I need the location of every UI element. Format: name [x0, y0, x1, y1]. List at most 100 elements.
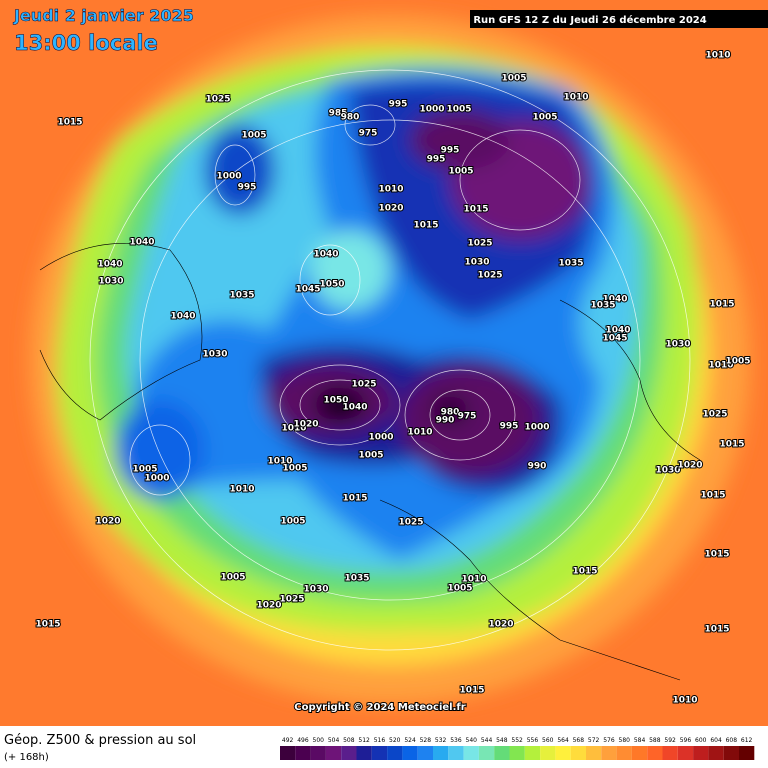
isobar-label: 1005	[282, 464, 307, 474]
scale-swatch	[693, 746, 709, 760]
scale-swatch	[677, 746, 694, 760]
isobar-label: 1020	[256, 601, 281, 611]
isobar-label: 1015	[342, 494, 367, 504]
isobar-label: 1040	[97, 260, 122, 270]
isobar-label: 1040	[602, 295, 627, 305]
isobar-label: 1005	[532, 113, 557, 123]
scale-swatch	[570, 746, 586, 760]
isobar-label: 1020	[677, 461, 702, 471]
scale-label: 552	[511, 737, 523, 744]
isobar-label: 1020	[378, 204, 403, 214]
scale-label: 576	[603, 737, 615, 744]
isobar-label: 1025	[477, 271, 502, 281]
scale-swatch	[555, 746, 571, 760]
run-box	[470, 10, 768, 28]
height-field	[30, 15, 750, 705]
scale-label: 544	[481, 737, 493, 744]
scale-label: 592	[664, 737, 676, 744]
scale-swatch	[494, 746, 510, 760]
isobar-label: 1015	[700, 491, 725, 501]
scale-swatch	[723, 746, 739, 760]
isobar-label: 1010	[461, 575, 486, 585]
footer-title: Géop. Z500 & pression au sol	[4, 733, 196, 748]
scale-swatch	[463, 746, 479, 760]
valid-time: 13:00 locale	[14, 31, 158, 55]
isobar-label: 1025	[351, 380, 376, 390]
isobar-label: 1040	[313, 250, 338, 260]
isobar-label: 1000	[144, 474, 169, 484]
isobar-label: 1050	[319, 280, 344, 290]
isobar-label: 1040	[605, 326, 630, 336]
map: 1015102510051000995985980975995100510101…	[0, 0, 768, 726]
isobar-label: 1030	[665, 340, 690, 350]
isobar-label: 1045	[602, 334, 627, 344]
scale-label: 504	[328, 737, 340, 744]
scale-swatch	[739, 746, 755, 760]
scale-swatch	[662, 746, 678, 760]
scale-label: 520	[389, 737, 401, 744]
isobar-label: 1030	[464, 258, 489, 268]
scale-label: 512	[358, 737, 370, 744]
scale-swatch	[478, 746, 495, 760]
scale-label: 516	[374, 737, 386, 744]
scale-swatch	[417, 746, 433, 760]
scale-label: 564	[557, 737, 569, 744]
isobar-label: 1010	[267, 457, 292, 467]
isobar-label: 1030	[303, 585, 328, 595]
isobar-label: 1025	[205, 95, 230, 105]
isobar-label: 1005	[447, 584, 472, 594]
scale-swatch	[586, 746, 602, 760]
isobar-label: 1010	[407, 428, 432, 438]
isobar-label: 975	[359, 129, 378, 139]
scale-label: 596	[680, 737, 692, 744]
isobar-label: 1020	[293, 420, 318, 430]
scale-label: 604	[710, 737, 722, 744]
scale-label: 508	[343, 737, 355, 744]
isobar-label: 975	[458, 412, 477, 422]
scale-swatch	[448, 746, 464, 760]
isobar-label: 1005	[448, 167, 473, 177]
scale-swatch	[433, 746, 449, 760]
isobar-label: 1005	[501, 74, 526, 84]
isobar-label: 1030	[655, 466, 680, 476]
scale-swatch	[341, 746, 357, 760]
isobar-labels: 1015102510051000995985980975995100510101…	[34, 50, 751, 707]
scale-swatch	[631, 746, 648, 760]
isobar-label: 1015	[719, 440, 744, 450]
isobar-label: 1040	[129, 238, 154, 248]
scale-label: 540	[466, 737, 478, 744]
isobar-label: 1010	[672, 696, 697, 706]
scale-swatch	[601, 746, 617, 760]
isobar-label: 1035	[344, 574, 369, 584]
isobar-label: 1005	[280, 517, 305, 527]
isobar-label: 1015	[35, 620, 60, 630]
scale-label: 580	[619, 737, 631, 744]
scale-swatch	[647, 746, 663, 760]
isobar-label: 1020	[95, 517, 120, 527]
isobar-label: 1005	[446, 105, 471, 115]
scale-swatch	[524, 746, 541, 760]
isobar-label: 1015	[572, 567, 597, 577]
isobar-label: 1045	[295, 285, 320, 295]
coastlines	[39, 243, 701, 681]
scale-label: 572	[588, 737, 600, 744]
isobar-label: 995	[427, 155, 446, 165]
scale-label: 528	[420, 737, 432, 744]
isobar-label: 990	[436, 416, 455, 426]
scale-label: 524	[404, 737, 416, 744]
copyright: Copyright © 2024 Meteociel.fr	[294, 702, 465, 713]
scale-label: 500	[313, 737, 325, 744]
scale-label: 560	[542, 737, 554, 744]
isobar-label: 1015	[459, 686, 484, 696]
isobar-label: 1015	[57, 118, 82, 128]
isobar-label: 995	[389, 100, 408, 110]
isobar-label: 1015	[413, 221, 438, 231]
isobar-label: 1035	[590, 301, 615, 311]
isobar-label: 1020	[488, 620, 513, 630]
scale-swatch	[280, 746, 296, 760]
isobar-label: 1015	[709, 300, 734, 310]
isobar-label: 1035	[229, 291, 254, 301]
isobar-label: 1005	[241, 131, 266, 141]
isobar-label: 1030	[98, 277, 123, 287]
